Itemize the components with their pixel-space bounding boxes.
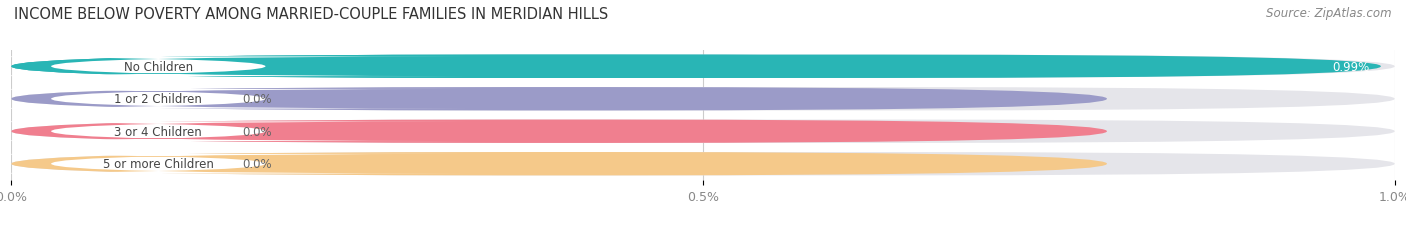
FancyBboxPatch shape [11,152,1107,176]
FancyBboxPatch shape [11,55,1107,79]
Text: 0.0%: 0.0% [242,93,271,106]
FancyBboxPatch shape [0,90,470,109]
FancyBboxPatch shape [11,88,1107,111]
FancyBboxPatch shape [11,55,1395,79]
Text: 3 or 4 Children: 3 or 4 Children [114,125,202,138]
Text: 0.99%: 0.99% [1333,61,1369,73]
FancyBboxPatch shape [0,57,470,77]
Text: INCOME BELOW POVERTY AMONG MARRIED-COUPLE FAMILIES IN MERIDIAN HILLS: INCOME BELOW POVERTY AMONG MARRIED-COUPL… [14,7,609,22]
FancyBboxPatch shape [11,55,1381,79]
FancyBboxPatch shape [11,120,1395,143]
Text: 0.0%: 0.0% [242,158,271,170]
FancyBboxPatch shape [0,122,470,141]
FancyBboxPatch shape [0,154,470,174]
Text: 0.0%: 0.0% [242,125,271,138]
FancyBboxPatch shape [11,88,1395,111]
Text: 5 or more Children: 5 or more Children [103,158,214,170]
Text: Source: ZipAtlas.com: Source: ZipAtlas.com [1267,7,1392,20]
FancyBboxPatch shape [11,152,1395,176]
FancyBboxPatch shape [11,120,1107,143]
Text: 1 or 2 Children: 1 or 2 Children [114,93,202,106]
Text: No Children: No Children [124,61,193,73]
